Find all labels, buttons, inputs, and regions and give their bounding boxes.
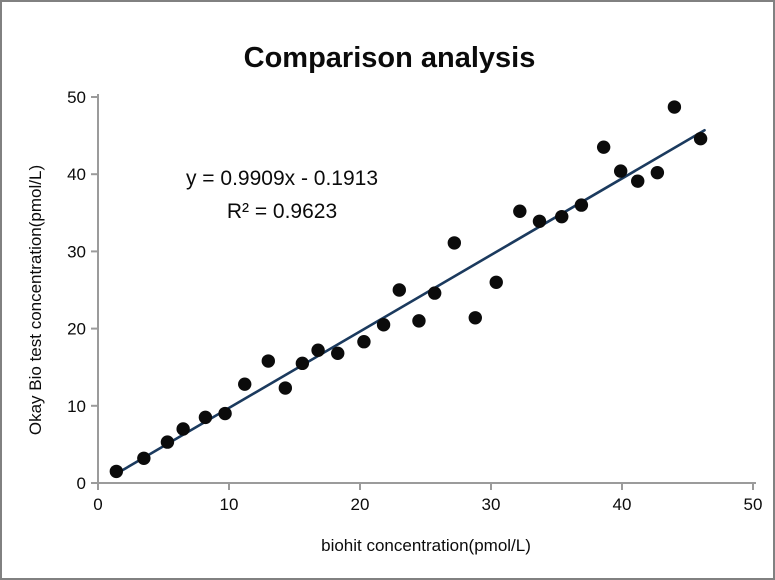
data-point [198,410,213,425]
data-point [331,346,345,361]
data-point [109,464,124,479]
data-point [667,100,682,114]
data-point [555,209,569,224]
x-tick-label: 30 [482,495,501,514]
trendline-equation: y = 0.9909x - 0.1913 R² = 0.9623 [112,162,452,228]
chart-title: Comparison analysis [243,42,536,74]
x-tick-label: 10 [220,495,239,514]
data-point [489,275,503,289]
x-tick-label: 0 [93,495,102,514]
y-tick-label: 30 [67,242,86,261]
x-tick-label: 40 [613,495,632,514]
data-point [295,356,310,371]
x-tick-label: 20 [351,495,370,514]
x-axis-title: biohit concentration(pmol/L) [321,536,531,555]
data-point [160,435,175,449]
data-point [357,335,371,349]
data-point [278,381,293,395]
data-point [176,422,190,436]
data-point [427,286,442,300]
trendline-equation-line: y = 0.9909x - 0.1913 [185,167,379,190]
data-point [650,165,665,180]
data-point [613,164,628,178]
x-tick-label: 50 [744,495,763,514]
data-point [447,236,462,250]
data-point [532,214,547,228]
trendline [113,128,706,476]
y-tick-label: 0 [77,474,86,493]
data-point [376,318,391,332]
data-point [412,314,426,328]
data-point [596,140,611,154]
y-axis-title: Okay Bio test concentration(pmol/L) [26,164,45,436]
data-point [261,354,275,368]
data-point [513,204,527,218]
y-tick-label: 10 [67,397,86,416]
data-point [574,198,589,212]
y-tick-label: 40 [67,165,86,184]
data-point [238,377,252,391]
data-point [631,174,645,188]
data-point [392,283,406,297]
data-point [137,451,151,465]
y-tick-label: 50 [67,88,86,107]
data-point [693,131,708,146]
y-tick-label: 20 [67,320,86,339]
data-point [218,406,232,421]
data-point [311,343,325,357]
trendline-r-squared: R² = 0.9623 [226,200,338,223]
data-point [468,311,482,325]
